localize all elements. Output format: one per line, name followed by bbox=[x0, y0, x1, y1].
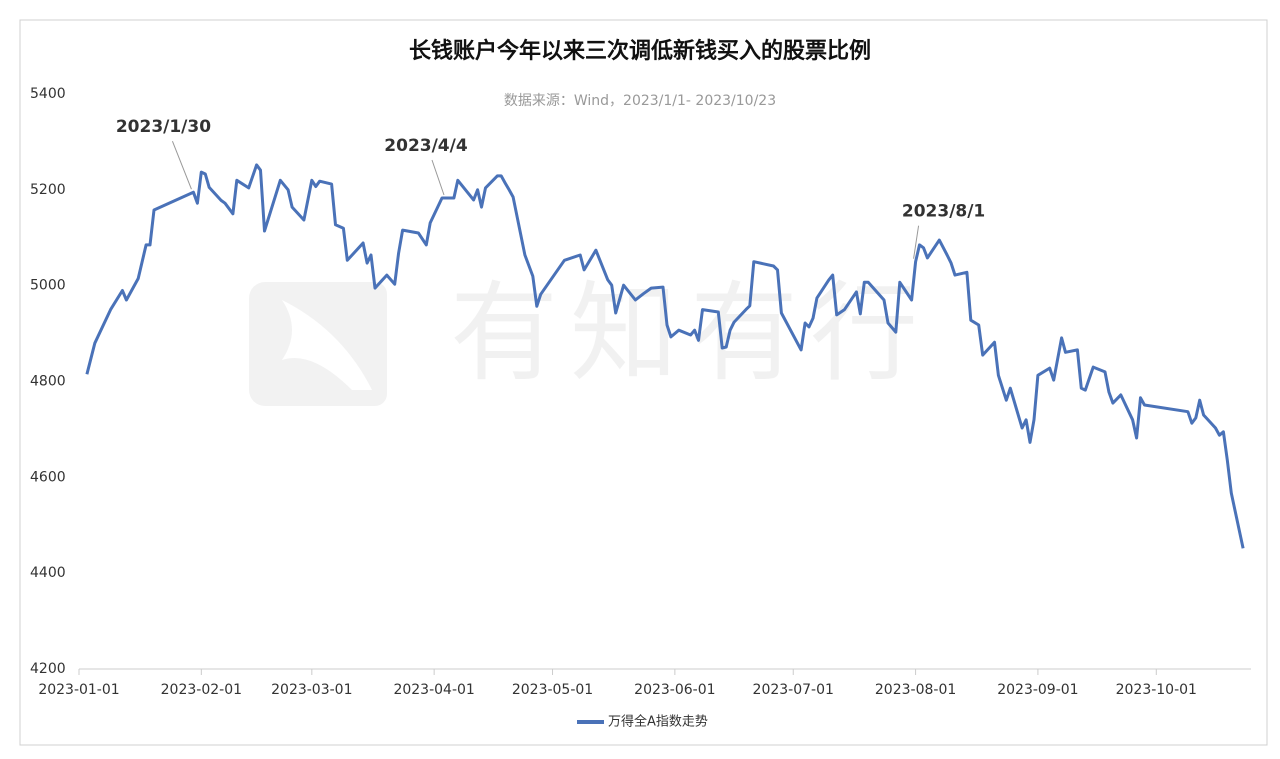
x-tick-label: 2023-08-01 bbox=[875, 682, 956, 698]
annotation-leader bbox=[171, 141, 192, 190]
x-tick-label: 2023-07-01 bbox=[753, 682, 834, 698]
chart-title: 长钱账户今年以来三次调低新钱买入的股票比例 bbox=[409, 38, 871, 64]
legend-label: 万得全A指数走势 bbox=[608, 714, 708, 730]
x-tick-label: 2023-10-01 bbox=[1116, 682, 1197, 698]
annotation-leader bbox=[913, 225, 920, 259]
annotation-leader bbox=[431, 159, 445, 196]
x-tick-label: 2023-03-01 bbox=[271, 682, 352, 698]
y-tick-label: 4600 bbox=[30, 469, 66, 485]
x-tick-label: 2023-02-01 bbox=[161, 682, 242, 698]
x-tick-label: 2023-06-01 bbox=[634, 682, 715, 698]
line-series bbox=[85, 163, 1245, 549]
x-tick-label: 2023-05-01 bbox=[512, 682, 593, 698]
y-tick-label: 4800 bbox=[30, 374, 66, 390]
chart-subtitle: 数据来源：Wind，2023/1/1- 2023/10/23 bbox=[504, 93, 776, 109]
annotation: 2023/1/30 bbox=[116, 117, 211, 137]
x-tick-label: 2023-04-01 bbox=[393, 682, 474, 698]
annotation: 2023/8/1 bbox=[902, 202, 985, 222]
watermark-logo bbox=[249, 282, 387, 406]
y-tick-label: 4200 bbox=[30, 661, 66, 677]
x-tick-label: 2023-01-01 bbox=[38, 682, 119, 698]
y-tick-label: 5200 bbox=[30, 182, 66, 198]
y-tick-label: 4400 bbox=[30, 565, 66, 581]
annotation: 2023/4/4 bbox=[384, 136, 468, 156]
x-tick-label: 2023-09-01 bbox=[997, 682, 1078, 698]
y-tick-label: 5400 bbox=[30, 86, 66, 102]
y-tick-label: 5000 bbox=[30, 278, 66, 294]
frame bbox=[19, 19, 1268, 746]
